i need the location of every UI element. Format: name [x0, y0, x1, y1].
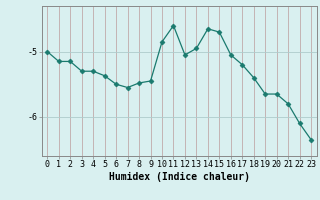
X-axis label: Humidex (Indice chaleur): Humidex (Indice chaleur) — [109, 172, 250, 182]
